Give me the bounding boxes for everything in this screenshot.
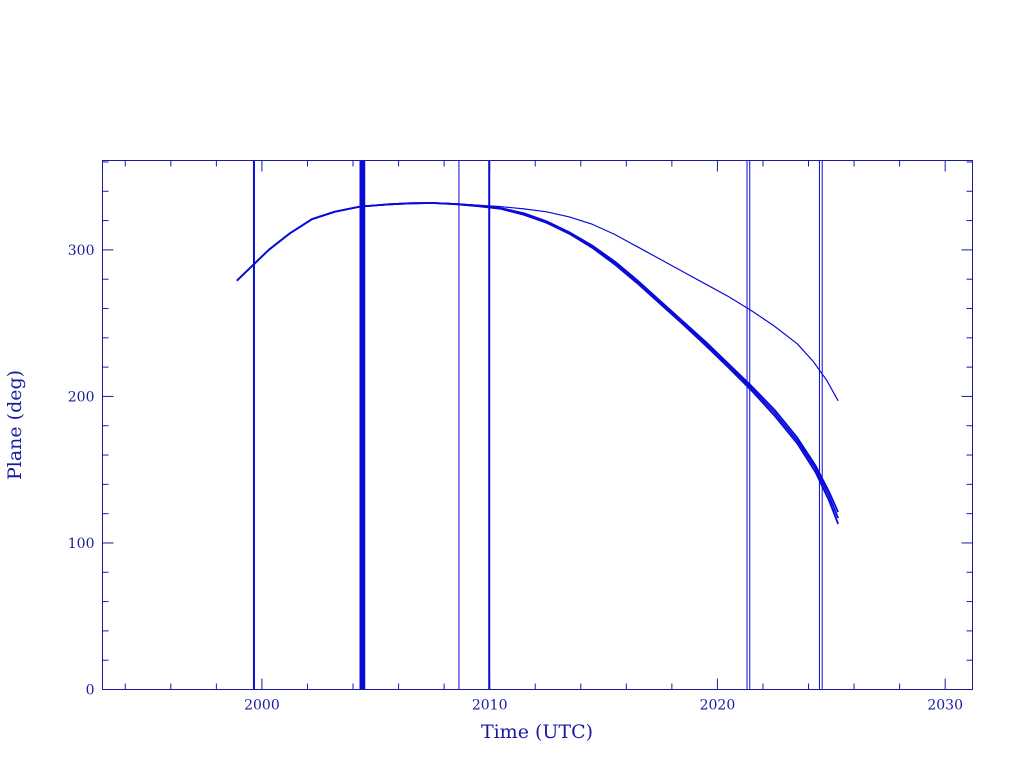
y-tick-label: 100 bbox=[68, 536, 95, 552]
x-tick-label: 2020 bbox=[700, 698, 736, 714]
x-tick-label: 2010 bbox=[472, 698, 508, 714]
y-tick-label: 200 bbox=[68, 389, 95, 405]
axis-ticks bbox=[102, 160, 973, 690]
series-line-1 bbox=[236, 202, 839, 402]
x-tick-label: 2030 bbox=[927, 698, 963, 714]
series-line-2 bbox=[236, 202, 839, 513]
series-group bbox=[236, 202, 839, 525]
series-line-3 bbox=[236, 202, 839, 519]
plot-frame bbox=[102, 160, 973, 690]
series-line-4 bbox=[236, 202, 839, 525]
x-tick-label: 2000 bbox=[244, 698, 280, 714]
tick-labels: 2000 2010 2020 2030 0 100 200 300 bbox=[68, 243, 963, 714]
y-axis-title: Plane (deg) bbox=[4, 370, 26, 480]
y-tick-label: 0 bbox=[86, 683, 95, 699]
y-tick-label: 300 bbox=[68, 243, 95, 259]
vertical-markers bbox=[252, 160, 823, 690]
x-axis-title: Time (UTC) bbox=[481, 721, 593, 743]
